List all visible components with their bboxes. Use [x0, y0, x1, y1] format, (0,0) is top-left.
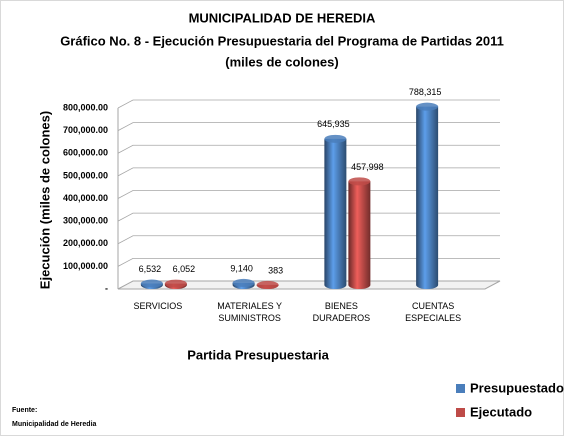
legend-label: Presupuestado [470, 380, 564, 395]
legend-swatch [456, 384, 465, 393]
data-label: 6,532 [139, 264, 162, 274]
bar-body [324, 138, 347, 289]
data-label: 645,935 [317, 119, 350, 129]
data-label: 383 [268, 265, 283, 275]
y-tick-label: 200,000.00 [63, 238, 108, 248]
floor [117, 280, 501, 290]
bar [256, 280, 279, 289]
bar-top [140, 279, 163, 288]
bar [140, 279, 163, 289]
grid-line [117, 190, 500, 199]
y-tick-label: 400,000.00 [63, 193, 108, 203]
bar [348, 177, 371, 289]
data-label: 788,315 [409, 87, 442, 97]
grid-line [117, 257, 500, 267]
bar-top [416, 102, 439, 111]
bar-top [256, 280, 279, 289]
data-label: 457,998 [351, 162, 384, 172]
grid-line [117, 122, 500, 131]
source: Municipalidad de Heredia [12, 421, 97, 428]
grid-line [117, 167, 500, 177]
y-tick-label: 100,000.00 [63, 261, 108, 271]
y-tick-label: 700,000.00 [63, 125, 108, 135]
chart-subtitle: (miles de colones) [225, 54, 338, 69]
grid-line [117, 235, 500, 245]
chart-subtitle: Gráfico No. 8 - Ejecución Presupuestaria… [60, 33, 504, 48]
bar-top [348, 177, 371, 186]
y-tick-label: 500,000.00 [63, 170, 108, 180]
y-axis-label: Ejecución (miles de colones) [37, 111, 52, 289]
bar-body [416, 106, 439, 289]
data-label: 9,140 [230, 263, 253, 273]
y-tick-label: - [105, 283, 108, 293]
legend-label: Ejecutado [470, 404, 532, 419]
bar [416, 102, 439, 289]
y-tick-label: 300,000.00 [63, 216, 108, 226]
bar-top [232, 278, 255, 287]
bar [164, 279, 187, 289]
x-tick-label: MATERIALES Y SUMINISTROS [217, 301, 282, 323]
bar-top [164, 279, 187, 288]
grid-line [117, 212, 500, 222]
source: Fuente: [12, 407, 37, 414]
grid-line [117, 99, 500, 109]
bar [324, 134, 347, 289]
y-tick-label: 800,000.00 [63, 102, 108, 112]
legend-swatch [456, 408, 465, 417]
x-tick-label: SERVICIOS [133, 301, 183, 311]
x-tick-label: CUENTAS ESPECIALES [405, 301, 462, 323]
x-axis-label: Partida Presupuestaria [187, 347, 329, 362]
bar-body [348, 181, 371, 289]
bar-top [324, 134, 347, 143]
chart-title: MUNICIPALIDAD DE HEREDIA [189, 10, 376, 25]
data-label: 6,052 [173, 264, 196, 274]
y-tick-label: 600,000.00 [63, 148, 108, 158]
grid-line [117, 144, 500, 154]
bar [232, 278, 255, 289]
x-tick-label: BIENES DURADEROS [312, 301, 371, 323]
